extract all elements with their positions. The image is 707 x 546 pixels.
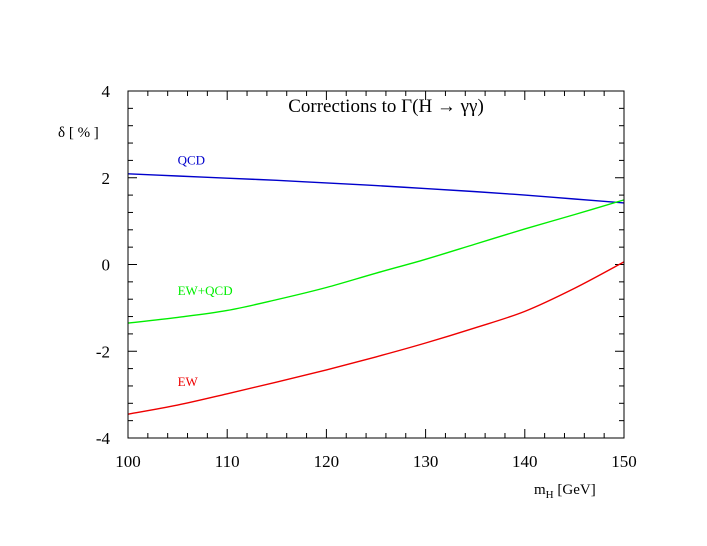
x-tick-label: 150	[611, 452, 637, 471]
x-tick-label: 120	[314, 452, 340, 471]
axis-ticks	[127, 90, 625, 439]
x-axis-label-sub: H	[546, 489, 554, 501]
series-lines	[127, 173, 625, 415]
x-tick-label: 100	[115, 452, 141, 471]
y-tick-label: 0	[102, 256, 111, 275]
y-tick-label: 2	[102, 169, 111, 188]
chart-title: Corrections to Γ(H → γγ)	[288, 96, 484, 117]
series-label-qcd: QCD	[178, 153, 205, 168]
series-label-ew-qcd: EW+QCD	[178, 283, 233, 298]
series-label-ew: EW	[178, 374, 199, 389]
y-tick-label: -4	[96, 429, 111, 448]
y-axis-label: δ [ % ]	[58, 125, 99, 141]
x-tick-label: 140	[512, 452, 538, 471]
series-line-qcd	[127, 173, 625, 204]
plot-frame	[127, 90, 625, 439]
y-tick-label: 4	[102, 82, 111, 101]
series-line-ew	[127, 261, 625, 415]
x-tick-label: 110	[215, 452, 240, 471]
tick-labels: 100 110 120 130 140 150 -4 -2 0 2 4	[96, 82, 637, 471]
x-axis-label: mH [GeV]	[534, 482, 596, 501]
x-axis-label-rest: [GeV]	[554, 482, 596, 498]
x-axis-label-main: m	[534, 482, 546, 498]
series-labels: QCD EW+QCD EW	[178, 153, 233, 389]
y-tick-label: -2	[96, 342, 110, 361]
series-line-ew-qcd	[127, 199, 625, 324]
x-tick-label: 130	[413, 452, 439, 471]
